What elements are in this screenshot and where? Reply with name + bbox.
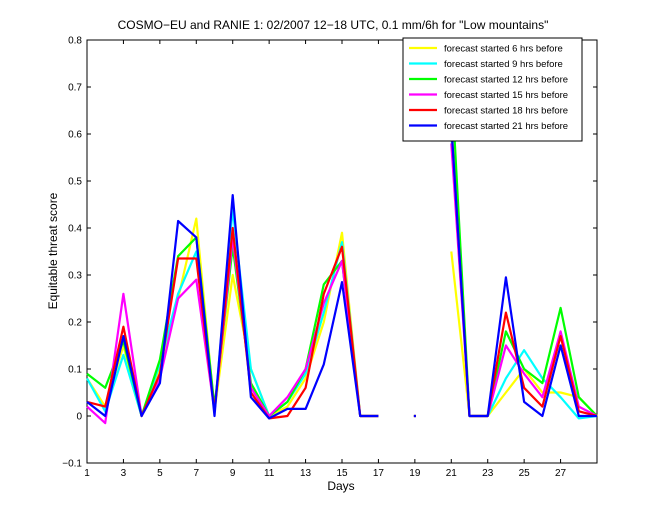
legend-label: forecast started 18 hrs before bbox=[444, 106, 568, 117]
legend-label: forecast started 15 hrs before bbox=[444, 90, 568, 101]
y-tick-label: −0.1 bbox=[62, 459, 82, 470]
y-axis-label: Equitable threat score bbox=[46, 192, 60, 309]
chart-title: COSMO−EU and RANIE 1: 02/2007 12−18 UTC,… bbox=[118, 18, 549, 32]
legend-box bbox=[402, 37, 583, 142]
legend: forecast started 6 hrs before forecast st… bbox=[402, 37, 583, 142]
x-tick-label: 9 bbox=[230, 468, 236, 479]
x-tick-label: 7 bbox=[194, 468, 200, 479]
x-tick-label: 5 bbox=[157, 468, 163, 479]
legend-label: forecast started 6 hrs before bbox=[444, 44, 563, 55]
x-tick-label: 13 bbox=[300, 468, 312, 479]
x-tick-label: 1 bbox=[84, 468, 90, 479]
series-line bbox=[86, 194, 379, 420]
series-6 bbox=[86, 124, 597, 420]
y-tick-label: 0.5 bbox=[68, 177, 82, 188]
x-tick-label: 21 bbox=[446, 468, 458, 479]
legend-label: forecast started 9 hrs before bbox=[444, 59, 563, 70]
legend-label: forecast started 21 hrs before bbox=[444, 121, 568, 132]
x-tick-label: 17 bbox=[373, 468, 385, 479]
x-tick-label: 27 bbox=[555, 468, 567, 479]
x-tick-label: 3 bbox=[121, 468, 127, 479]
x-tick-label: 25 bbox=[519, 468, 531, 479]
x-tick-label: 23 bbox=[482, 468, 494, 479]
y-tick-label: 0.2 bbox=[68, 318, 82, 329]
y-tick-label: 0 bbox=[76, 412, 82, 423]
x-tick-label: 11 bbox=[264, 468, 275, 479]
x-axis-label: Days bbox=[327, 479, 354, 493]
x-tick-label: 19 bbox=[409, 468, 421, 479]
x-axis-ticks: 1 3 5 7 9 11 13 15 17 19 21 23 25 27 bbox=[84, 40, 567, 479]
y-tick-label: 0.6 bbox=[68, 130, 82, 141]
y-tick-label: 0.4 bbox=[68, 224, 82, 235]
series-line bbox=[450, 124, 597, 418]
series-lines bbox=[86, 77, 598, 425]
y-axis-ticks: −0.1 0 0.1 0.2 0.3 0.4 0.5 0.6 0.7 0.8 bbox=[62, 36, 597, 470]
y-tick-label: 0.1 bbox=[68, 365, 82, 376]
y-tick-label: 0.7 bbox=[68, 83, 82, 94]
legend-label: forecast started 12 hrs before bbox=[444, 75, 568, 86]
y-tick-label: 0.3 bbox=[68, 271, 82, 282]
y-tick-label: 0.8 bbox=[68, 36, 82, 47]
x-tick-label: 15 bbox=[336, 468, 348, 479]
